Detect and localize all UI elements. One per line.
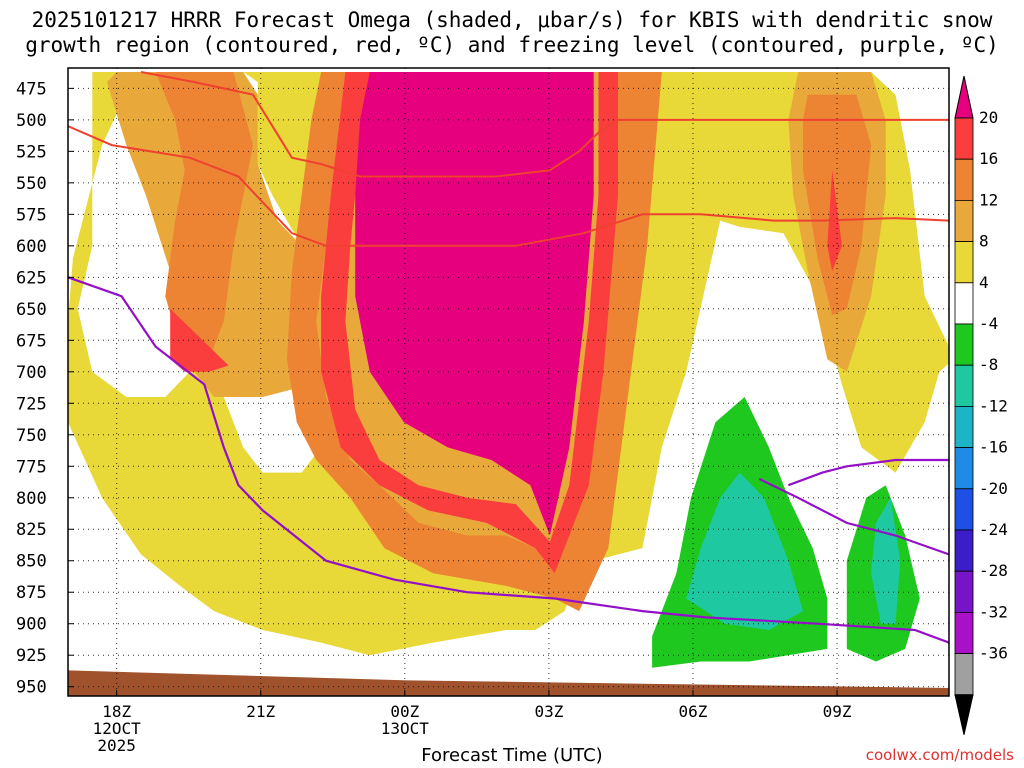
colorbar-swatch [954,529,974,572]
omega-region-16c [170,308,229,372]
colorbar-label: -16 [979,438,1008,457]
colorbar-swatch [954,488,974,531]
y-tick-label: 475 [16,79,47,99]
colorbar-swatch [954,364,974,407]
colorbar-bottom-triangle [954,694,974,735]
y-tick-label: 950 [16,678,47,698]
colorbar-swatch [954,570,974,613]
colorbar-label: 20 [979,108,998,127]
y-tick-label: 850 [16,552,47,572]
x-tick-label: 13OCT [381,719,430,738]
colorbar-label: -24 [979,520,1008,539]
colorbar-swatch [954,158,974,201]
colorbar-label: 8 [979,232,989,251]
colorbar-swatch [954,323,974,366]
x-tick-label: 00Z [390,702,419,721]
colorbar-top-triangle [954,75,974,119]
y-tick-label: 700 [16,363,47,383]
y-tick-label: 900 [16,615,47,635]
x-axis-label: Forecast Time (UTC) [421,745,603,766]
colorbar-swatch [954,405,974,448]
omega-region-16 [321,72,618,574]
freezing-level-line [68,276,949,644]
colorbar-swatch [954,282,974,325]
y-tick-label: 775 [16,457,47,477]
colorbar-label: 16 [979,149,998,168]
colorbar-label: -12 [979,396,1008,415]
colorbar-label: -28 [979,561,1008,580]
y-tick-label: 550 [16,174,47,194]
y-tick-label: 525 [16,142,47,162]
freezing-level-line [788,458,949,487]
colorbar-label: -20 [979,479,1008,498]
x-tick-label: 2025 [97,736,136,755]
colorbar-swatch [954,199,974,242]
omega-region-12b [155,72,253,372]
omega-region-20 [355,72,594,536]
colorbar-swatch [954,447,974,490]
y-tick-label: 750 [16,426,47,446]
x-tick-label: 03Z [534,702,563,721]
omega-region--8 [686,472,803,630]
y-tick-label: 625 [16,268,47,288]
colorbar-swatch [954,653,974,696]
colorbar-label: -36 [979,644,1008,663]
y-tick-label: 600 [16,237,47,257]
dgz-contour-line [68,125,949,247]
dgz-contour-line [140,71,949,178]
y-tick-label: 500 [16,111,47,131]
colorbar-swatch [954,117,974,160]
colorbar-swatch [954,241,974,284]
y-tick-label: 925 [16,646,47,666]
colorbar-label: 4 [979,273,989,292]
credit-link[interactable]: coolwx.com/models [865,746,1014,764]
y-tick-label: 575 [16,205,47,225]
plot-frame [67,67,950,697]
chart-title-line1: 2025101217 HRRR Forecast Omega (shaded, … [31,8,993,32]
colorbar-label: -4 [979,314,998,333]
y-tick-label: 825 [16,520,47,540]
x-tick-label: 09Z [823,702,852,721]
y-tick-label: 650 [16,300,47,320]
chart-title-line2: growth region (contoured, red, ºC) and f… [25,33,999,57]
x-tick-label: 06Z [679,702,708,721]
colorbar-label: -8 [979,355,998,374]
terrain-ground [68,670,949,696]
colorbar-label: 12 [979,190,998,209]
omega-region-12 [287,72,662,612]
colorbar-label: -32 [979,602,1008,621]
x-tick-label: 21Z [246,702,275,721]
x-tick-label: 12OCT [93,719,142,738]
y-tick-label: 725 [16,394,47,414]
freezing-level-line [758,477,949,556]
x-tick-label: 18Z [102,702,131,721]
omega-region-12c [803,94,872,316]
y-tick-label: 675 [16,331,47,351]
colorbar-swatch [954,612,974,655]
y-tick-label: 875 [16,583,47,603]
y-tick-label: 800 [16,489,47,509]
